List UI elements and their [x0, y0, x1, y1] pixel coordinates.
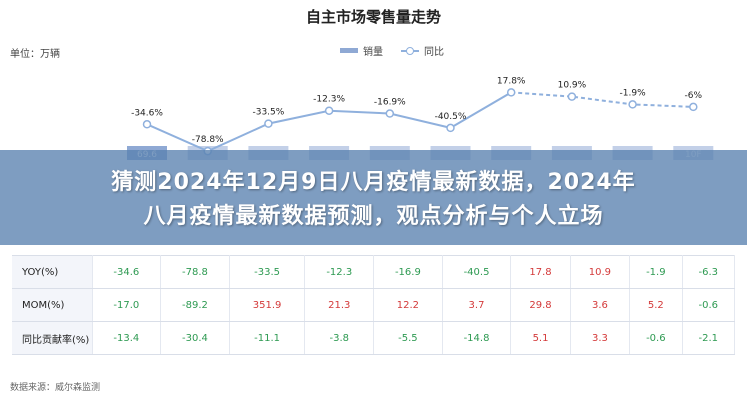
- row-label: 同比贡献率(%): [12, 321, 93, 355]
- yoy-point-2: [264, 119, 273, 128]
- legend-line-swatch: [401, 46, 419, 55]
- table-cell: -33.5: [229, 255, 306, 289]
- yoy-label-9: -6%: [685, 91, 703, 101]
- table-cell: -40.5: [442, 255, 512, 289]
- yoy-label-8: -1.9%: [620, 88, 647, 98]
- table-cell: -11.1: [229, 321, 306, 355]
- yoy-point-4: [385, 109, 395, 118]
- table-cell: -78.8: [160, 255, 230, 289]
- yoy-label-0: -34.6%: [131, 108, 163, 118]
- table-cell: -14.8: [442, 321, 512, 355]
- table-cell: 21.3: [304, 288, 375, 322]
- legend-label-yoy: 同比: [424, 47, 444, 58]
- chart-plot: 69.610F-34.6%-78.8%-33.5%-12.3%-16.9%-40…: [127, 76, 714, 160]
- table-cell: -89.2: [160, 288, 230, 322]
- table-cell: 351.9: [229, 288, 306, 322]
- table-cell: -3.8: [304, 321, 375, 355]
- table-cell: 3.6: [570, 288, 631, 322]
- row-label: MOM(%): [12, 288, 93, 322]
- table-cell: -1.9: [629, 255, 683, 289]
- table-cell: 10.9: [570, 255, 631, 289]
- table-row: MOM(%) -17.0 -89.2 351.9 21.3 12.2 3.7 29.8 3.6 5…: [12, 288, 736, 322]
- yoy-point-7: [567, 92, 577, 101]
- table-cell: -5.5: [373, 321, 443, 355]
- yoy-point-3: [324, 106, 334, 115]
- table-cell: 5.2: [629, 288, 683, 322]
- legend-item-sales: 销量: [340, 43, 383, 58]
- legend: 销量 同比: [340, 43, 444, 58]
- headline-line-1: 猜测2024年12月9日八月疫情最新数据，2024年: [111, 170, 636, 195]
- metric-table: YOY(%) -34.6 -78.8 -33.5 -12.3 -16.9 -40.5 17.8…: [12, 255, 736, 355]
- headline: 猜测2024年12月9日八月疫情最新数据，2024年 八月疫情最新数据预测，观点…: [0, 166, 747, 234]
- chart-title: 自主市场零售量走势: [305, 8, 441, 26]
- table-cell: 3.7: [442, 288, 512, 322]
- table-cell: 3.3: [570, 321, 631, 355]
- yoy-point-8: [628, 100, 637, 109]
- table-cell: -2.1: [682, 321, 736, 355]
- yoy-label-1: -78.8%: [192, 135, 224, 145]
- table-cell: 17.8: [510, 255, 571, 289]
- headline-overlay: [0, 150, 747, 245]
- table-cell: 12.2: [373, 288, 443, 322]
- table-cell: -13.4: [92, 321, 162, 355]
- table-cell: -17.0: [92, 288, 162, 322]
- legend-bar-swatch: [340, 48, 358, 53]
- legend-label-sales: 销量: [363, 47, 383, 58]
- table-cell: -12.3: [304, 255, 375, 289]
- yoy-label-5: -40.5%: [435, 112, 467, 122]
- yoy-point-6: [506, 88, 516, 97]
- table-row: 同比贡献率(%) -13.4 -30.4 -11.1 -3.8 -5.5 -14.8 5.1 3…: [12, 321, 736, 355]
- table-cell: 5.1: [510, 321, 571, 355]
- yoy-label-7: 10.9%: [558, 81, 587, 91]
- table-row: YOY(%) -34.6 -78.8 -33.5 -12.3 -16.9 -40.5 17.8…: [12, 255, 736, 289]
- headline-line-2: 八月疫情最新数据预测，观点分析与个人立场: [143, 204, 604, 229]
- table-cell: -16.9: [373, 255, 443, 289]
- yoy-label-6: 17.8%: [497, 76, 526, 86]
- yoy-label-2: -33.5%: [252, 108, 284, 118]
- legend-item-yoy: 同比: [401, 43, 444, 58]
- unit-label: 单位：万辆: [10, 49, 60, 60]
- table-cell: -0.6: [682, 288, 736, 322]
- yoy-point-0: [142, 120, 152, 129]
- yoy-point-5: [446, 123, 455, 133]
- row-label: YOY(%): [12, 255, 93, 289]
- source-note: 数据来源：威尔森监测: [10, 383, 101, 393]
- table-cell: -34.6: [92, 255, 162, 289]
- yoy-line-forecast: [511, 91, 694, 108]
- yoy-label-4: -16.9%: [374, 98, 406, 108]
- table-cell: -6.3: [682, 255, 736, 289]
- table-cell: -0.6: [629, 321, 683, 355]
- yoy-label-3: -12.3%: [313, 95, 345, 105]
- yoy-point-9: [689, 102, 698, 112]
- table-cell: -30.4: [160, 321, 230, 355]
- table-cell: 29.8: [510, 288, 571, 322]
